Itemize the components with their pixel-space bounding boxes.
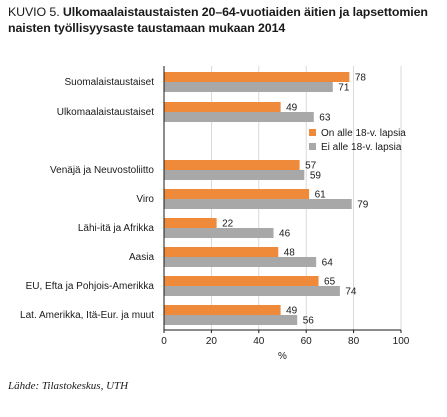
tick-label: 20 [206, 336, 218, 347]
data-label: 74 [345, 287, 357, 298]
category-label: Aasia [129, 252, 154, 263]
legend-swatch [309, 143, 316, 150]
category-label: Lähi-itä ja Afrikka [78, 223, 155, 234]
data-label: 61 [315, 190, 327, 201]
chart-title: KUVIO 5. Ulkomaalaistaustaisten 20–64-vu… [8, 5, 444, 36]
data-label: 48 [284, 248, 296, 259]
bar [164, 199, 352, 209]
x-axis: 0 20 40 60 80 100% [161, 66, 410, 362]
data-label: 59 [310, 171, 322, 182]
bar [164, 315, 298, 325]
title-text: Ulkomaalaistaustaisten 20–64-vuotiaiden … [8, 5, 428, 35]
category-label: Venäjä ja Neuvostoliitto [50, 165, 154, 176]
category-label: Lat. Amerikka, Itä-Eur. ja muut [20, 310, 154, 321]
tick-label: 0 [161, 336, 167, 347]
x-axis-label: % [278, 351, 287, 362]
legend: On alle 18-v. lapsia Ei alle 18-v. lapsia [309, 128, 406, 153]
bar [164, 189, 310, 199]
tick-label: 100 [393, 336, 410, 347]
bar [164, 257, 317, 267]
category-label: Viro [136, 194, 154, 205]
bar [164, 286, 340, 296]
data-label: 79 [357, 200, 369, 211]
data-label: 63 [319, 113, 331, 124]
bar [164, 160, 300, 170]
bar [164, 82, 333, 92]
bar [164, 247, 279, 257]
data-label: 46 [279, 229, 291, 240]
tick-label: 60 [301, 336, 313, 347]
data-label: 64 [322, 258, 334, 269]
legend-label: Ei alle 18-v. lapsia [321, 142, 402, 153]
bar [164, 276, 319, 286]
bar [164, 112, 314, 122]
data-label: 78 [355, 73, 367, 84]
bar [164, 228, 274, 238]
category-label: EU, Efta ja Pohjois-Amerikka [26, 281, 155, 292]
data-label: 65 [324, 277, 336, 288]
tick-label: 80 [348, 336, 360, 347]
tick-label: 40 [253, 336, 265, 347]
bar [164, 170, 305, 180]
bar [164, 102, 281, 112]
legend-label: On alle 18-v. lapsia [321, 128, 406, 139]
data-label: 22 [222, 219, 234, 230]
figure-number: KUVIO 5. [8, 5, 60, 19]
bars [164, 72, 352, 325]
category-label: Suomalaistaustaiset [65, 77, 155, 88]
bar [164, 72, 350, 82]
source-note: Lähde: Tilastokeskus, UTH [8, 380, 129, 392]
data-label: 57 [305, 161, 317, 172]
legend-swatch [309, 129, 316, 136]
bar [164, 218, 217, 228]
category-label: Ulkomaalaistaustaiset [57, 107, 154, 118]
bar [164, 305, 281, 315]
data-label: 49 [286, 306, 298, 317]
data-label: 71 [338, 83, 350, 94]
data-label: 49 [286, 103, 298, 114]
labels: Suomalaistaustaiset 78 71 Ulkomaalaistausta… [20, 73, 369, 327]
data-label: 56 [303, 316, 315, 327]
